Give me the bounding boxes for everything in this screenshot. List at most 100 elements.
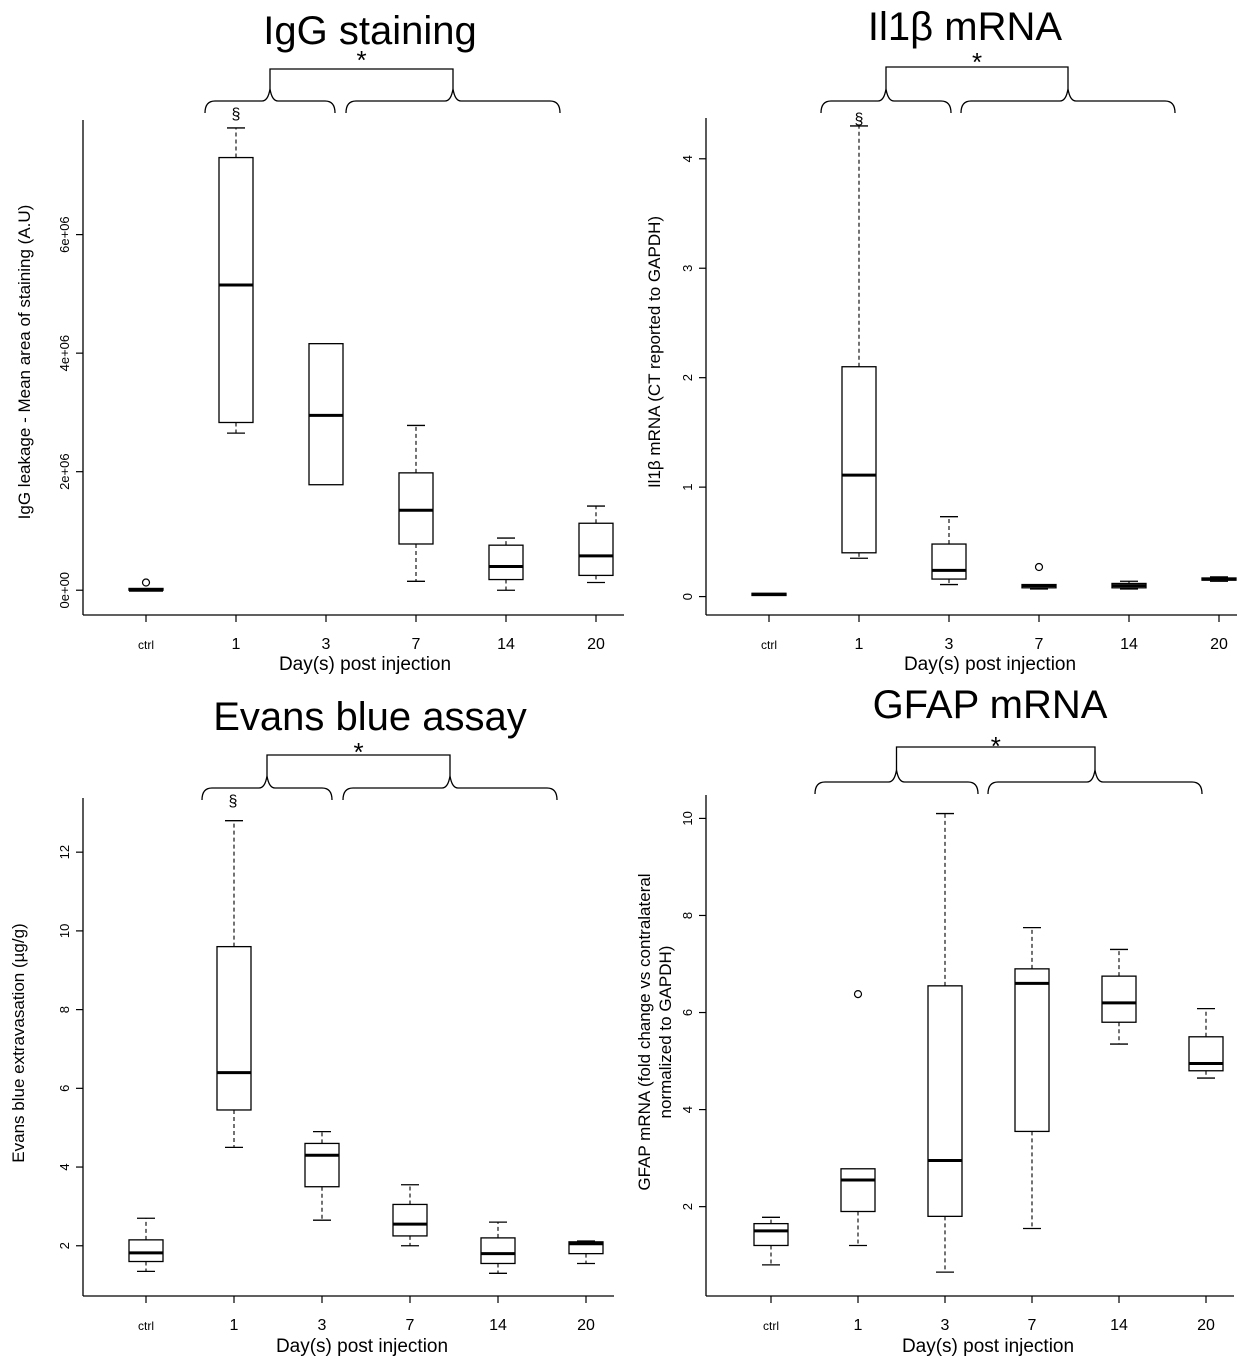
y-axis-label: Il1β mRNA (CT reported to GAPDH) <box>645 216 664 488</box>
box-20 <box>568 1240 604 1265</box>
box-7 <box>1014 926 1050 1230</box>
section-mark: § <box>229 793 238 810</box>
box-iqr <box>1188 1036 1224 1072</box>
outlier-point <box>853 989 863 999</box>
box-1 <box>218 127 254 434</box>
y-tick-label: 8 <box>57 1006 72 1013</box>
box-iqr <box>128 1239 164 1263</box>
bracket-left-group <box>201 775 333 801</box>
x-tick-label: 14 <box>497 636 515 653</box>
y-tick-label: 10 <box>57 924 72 938</box>
box-3 <box>308 343 344 486</box>
box-3 <box>304 1130 340 1221</box>
y-tick-label: 6 <box>57 1085 72 1092</box>
x-tick-label: 1 <box>855 636 864 653</box>
box-3 <box>931 516 967 586</box>
outlier-point <box>141 578 151 587</box>
y-tick-label: 0e+00 <box>57 572 72 609</box>
box-14 <box>1101 948 1137 1045</box>
y-axis-label-line-1: GFAP mRNA (fold change vs contralateral <box>635 873 654 1190</box>
y-tick-label: 4 <box>680 1106 695 1113</box>
box-iqr <box>841 366 877 554</box>
significance-star: * <box>353 737 363 767</box>
section-mark: § <box>855 111 864 128</box>
x-tick-label: 3 <box>941 1317 950 1334</box>
x-tick-label: 14 <box>1110 1317 1128 1334</box>
chart-title: IgG staining <box>263 9 476 53</box>
y-axis-label-line-2: normalized to GAPDH) <box>656 946 675 1119</box>
bracket-right-group <box>987 769 1203 795</box>
panel-evans-blue-assay: Evans blue assay Day(s) post injection E… <box>9 695 614 1357</box>
x-tick-label: 14 <box>1120 636 1138 653</box>
box-1 <box>216 820 252 1149</box>
x-tick-label: ctrl <box>761 638 777 652</box>
y-tick-label: 4e+06 <box>57 335 72 372</box>
significance-star: * <box>991 731 1001 761</box>
significance-bracket <box>885 66 1069 89</box>
y-tick-label: 3 <box>680 265 695 272</box>
y-tick-label: 6e+06 <box>57 216 72 253</box>
box-20 <box>578 505 614 584</box>
panel-il1b-mrna: Il1β mRNA Day(s) post injection Il1β mRN… <box>645 5 1237 675</box>
box-iqr <box>480 1237 516 1265</box>
y-tick-label: 6 <box>680 1009 695 1016</box>
significance-bracket <box>895 746 1096 770</box>
y-tick-label: 12 <box>57 845 72 859</box>
bracket-left-group <box>814 769 979 795</box>
x-tick-label: 7 <box>1035 636 1044 653</box>
box-iqr <box>398 472 434 545</box>
box-ctrl <box>128 1217 164 1273</box>
y-tick-label: 4 <box>57 1163 72 1170</box>
y-tick-label: 0 <box>680 593 695 600</box>
box-7 <box>1021 562 1057 590</box>
x-tick-label: 1 <box>232 636 241 653</box>
chart-title: GFAP mRNA <box>873 683 1108 727</box>
x-tick-label: 7 <box>406 1317 415 1334</box>
x-tick-label: 7 <box>412 636 421 653</box>
box-20 <box>1188 1007 1224 1079</box>
x-tick-label: 14 <box>489 1317 507 1334</box>
x-tick-label: 7 <box>1028 1317 1037 1334</box>
bracket-right-group <box>345 88 561 114</box>
significance-bracket <box>269 68 454 89</box>
significance-star: * <box>356 45 366 75</box>
box-ctrl <box>128 578 164 592</box>
x-tick-label: 20 <box>1210 636 1228 653</box>
x-axis-label: Day(s) post injection <box>276 1336 448 1357</box>
x-tick-label: 3 <box>318 1317 327 1334</box>
panel-gfap-mrna: GFAP mRNA Day(s) post injection GFAP mRN… <box>635 683 1234 1357</box>
box-iqr <box>753 1222 789 1247</box>
box-iqr <box>392 1203 428 1237</box>
x-axis-label: Day(s) post injection <box>279 654 451 675</box>
y-axis-label: IgG leakage - Mean area of staining (A.U… <box>15 205 34 520</box>
box-iqr <box>304 1142 340 1188</box>
y-tick-label: 2 <box>680 1203 695 1210</box>
box-iqr <box>931 543 967 580</box>
x-tick-label: ctrl <box>763 1319 779 1333</box>
box-14 <box>488 537 524 591</box>
box-7 <box>398 424 434 582</box>
box-iqr <box>1101 975 1137 1023</box>
x-tick-label: ctrl <box>138 638 154 652</box>
x-tick-label: 1 <box>230 1317 239 1334</box>
x-tick-label: 3 <box>322 636 331 653</box>
y-tick-label: 4 <box>680 155 695 162</box>
bracket-left-group <box>820 88 952 114</box>
bracket-right-group <box>342 775 558 801</box>
box-ctrl <box>753 1216 789 1266</box>
outlier-point <box>1034 562 1044 572</box>
box-iqr <box>568 1241 604 1255</box>
box-iqr <box>218 156 254 424</box>
y-tick-label: 1 <box>680 484 695 491</box>
x-tick-label: 1 <box>854 1317 863 1334</box>
x-tick-label: 20 <box>577 1317 595 1334</box>
y-tick-label: 2e+06 <box>57 453 72 490</box>
chart-title: Il1β mRNA <box>868 5 1062 49</box>
box-7 <box>392 1184 428 1247</box>
y-tick-label: 2 <box>680 374 695 381</box>
section-mark: § <box>232 106 241 123</box>
box-20 <box>1201 576 1237 582</box>
box-1 <box>841 125 877 559</box>
x-axis-label: Day(s) post injection <box>904 654 1076 675</box>
